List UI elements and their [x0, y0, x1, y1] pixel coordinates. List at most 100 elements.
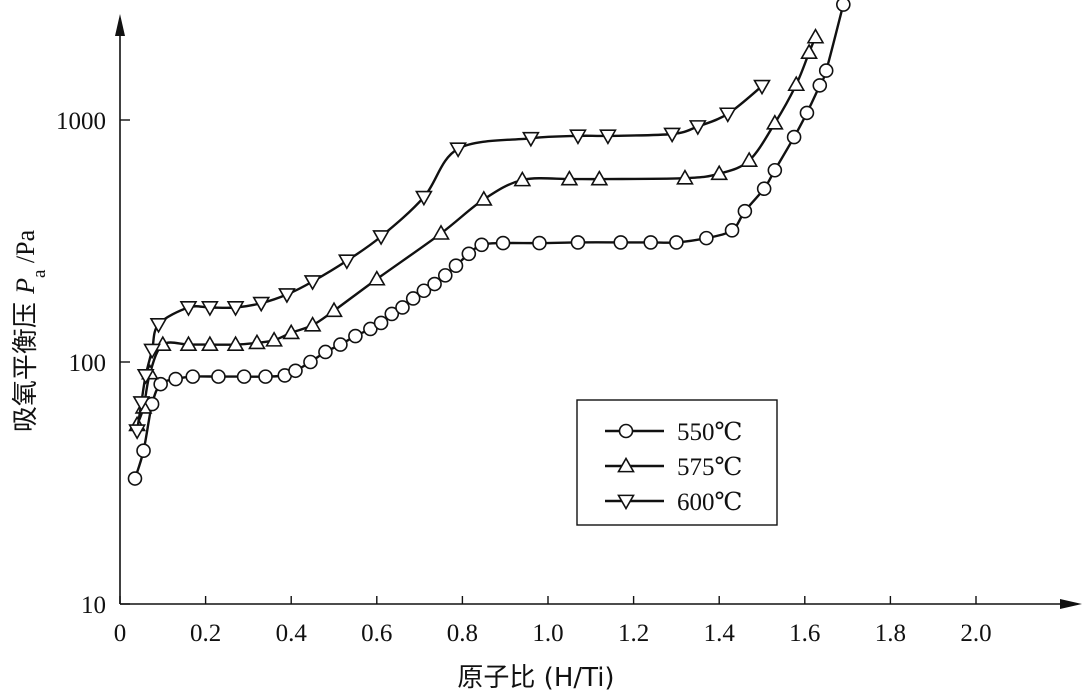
data-point — [787, 75, 806, 92]
legend-label: 550℃ — [677, 419, 742, 446]
data-point — [753, 79, 771, 96]
data-point — [128, 424, 146, 440]
axes — [115, 14, 1082, 609]
data-point — [570, 235, 586, 250]
data-point — [384, 306, 400, 322]
data-point — [185, 369, 201, 384]
legend-label: 575℃ — [677, 454, 742, 481]
data-point — [143, 343, 161, 360]
data-point — [395, 300, 410, 315]
y-axis-title-var: P — [11, 278, 40, 295]
data-point — [153, 376, 168, 392]
legend: 550℃ 575℃ 600℃ — [576, 399, 778, 526]
data-point — [278, 288, 296, 304]
data-point — [226, 301, 245, 317]
data-point — [599, 129, 617, 145]
series-2 — [128, 79, 771, 440]
x-axis-title: 原子比 (H/Ti) — [457, 663, 614, 693]
x-tick-label: 0 — [114, 620, 127, 647]
x-axis-arrow — [1060, 599, 1082, 609]
data-point — [248, 333, 266, 350]
ticks: 0 0.2 0.4 0.6 0.8 1.0 1.2 1.4 1.6 1.8 2.0 10 100 1000 — [56, 108, 992, 647]
data-point — [699, 230, 714, 246]
y-axis-title: 吸氧平衡压 Pa /Pa — [11, 229, 50, 432]
data-point — [179, 335, 198, 352]
series-1 — [128, 28, 825, 432]
data-point — [303, 316, 322, 332]
data-point — [325, 301, 343, 318]
series-layer — [127, 0, 851, 486]
y-tick-label: 100 — [69, 350, 107, 377]
data-point — [669, 235, 684, 250]
data-point — [132, 396, 151, 412]
data-point — [474, 237, 489, 253]
data-point — [348, 328, 363, 344]
x-tick-label: 0.2 — [190, 620, 221, 647]
y-axis-title-sub: a — [29, 269, 50, 278]
data-point — [688, 120, 707, 136]
data-point — [806, 28, 825, 44]
legend-marker — [617, 456, 635, 473]
data-point — [800, 43, 818, 59]
data-point — [643, 235, 659, 250]
data-point — [449, 142, 467, 158]
data-point — [265, 331, 283, 347]
data-point — [201, 335, 219, 352]
data-point — [437, 268, 453, 283]
series-line — [135, 36, 817, 426]
data-point — [590, 169, 609, 186]
data-point — [303, 275, 322, 291]
data-point — [818, 63, 834, 78]
data-point — [718, 107, 737, 123]
data-point — [513, 170, 532, 187]
data-point — [372, 230, 390, 246]
data-point — [427, 276, 442, 292]
data-point — [136, 369, 155, 385]
data-point — [149, 317, 168, 334]
data-point — [373, 315, 389, 331]
data-point — [337, 254, 356, 270]
data-point — [179, 301, 198, 317]
data-point — [318, 344, 333, 360]
data-point — [303, 354, 318, 370]
y-axis-title-unit: /Pa — [11, 229, 40, 269]
data-point — [676, 169, 694, 185]
data-point — [405, 291, 421, 306]
data-point — [474, 190, 493, 206]
data-point — [288, 363, 303, 379]
y-tick-label: 10 — [81, 592, 106, 619]
data-point — [560, 169, 579, 186]
x-tick-label: 0.4 — [276, 620, 308, 647]
data-point — [127, 471, 143, 486]
x-tick-label: 2.0 — [960, 620, 991, 647]
data-point — [415, 190, 433, 207]
legend-label: 600℃ — [677, 489, 742, 516]
x-tick-label: 1.4 — [704, 620, 736, 647]
data-point — [136, 443, 151, 459]
legend-marker — [617, 494, 635, 511]
x-tick-label: 0.8 — [447, 620, 478, 647]
data-point — [226, 335, 245, 352]
axis-titles: 原子比 (H/Ti) 吸氧平衡压 Pa /Pa — [11, 229, 615, 693]
data-point — [532, 235, 547, 251]
y-axis-arrow — [115, 14, 125, 36]
y-axis-title-main: 吸氧平衡压 — [11, 294, 41, 432]
data-point — [724, 223, 740, 238]
data-point — [767, 162, 783, 178]
data-point — [756, 181, 772, 197]
data-point — [737, 203, 753, 219]
data-point — [252, 296, 271, 313]
data-point — [613, 235, 629, 250]
data-point — [836, 0, 851, 12]
x-tick-label: 1.6 — [789, 620, 820, 647]
data-point — [569, 129, 587, 145]
series-0 — [127, 0, 851, 486]
x-tick-label: 1.2 — [618, 620, 649, 647]
data-point — [710, 164, 729, 181]
data-point — [201, 301, 219, 317]
x-tick-label: 0.6 — [361, 620, 392, 647]
data-point — [448, 258, 464, 273]
y-tick-label: 1000 — [56, 108, 106, 135]
